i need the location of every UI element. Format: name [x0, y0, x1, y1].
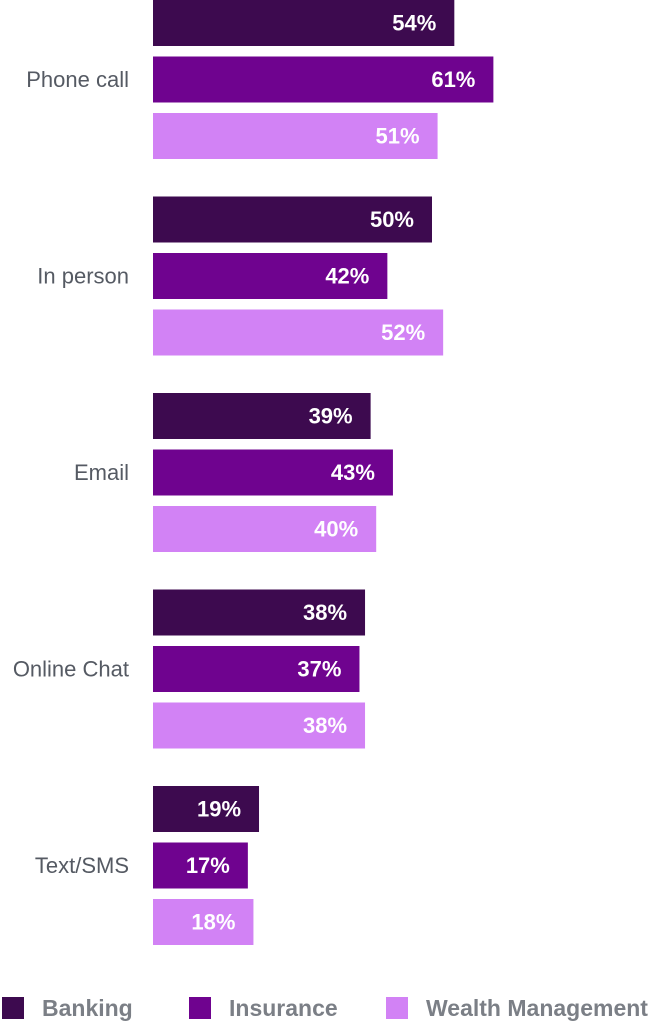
- category-label-phone-call: Phone call: [26, 67, 129, 92]
- legend-swatch-insurance: [189, 997, 211, 1019]
- bar-wealth-management-email: [153, 506, 377, 552]
- category-label-email: Email: [74, 460, 129, 485]
- data-label-banking-text-sms: 19%: [197, 797, 241, 822]
- bar-insurance-text-sms: [153, 842, 248, 889]
- bar-insurance-in-person: [153, 253, 388, 299]
- bar-insurance-phone-call: [153, 56, 494, 103]
- bar-insurance-email: [153, 449, 393, 496]
- data-label-insurance-online-chat: 37%: [297, 657, 341, 682]
- data-label-wealth-management-in-person: 52%: [381, 320, 425, 345]
- legend-label-insurance: Insurance: [229, 994, 338, 1021]
- bar-chart: Phone call 54% 61% 51% In person 50% 42% 52% Ema…: [13, 0, 494, 945]
- category-label-online-chat: Online Chat: [13, 657, 129, 682]
- legend-item-banking: Banking: [2, 992, 133, 1024]
- legend-label-wealth-management: Wealth Management: [426, 994, 648, 1021]
- bar-insurance-online-chat: [153, 646, 360, 692]
- data-label-insurance-email: 43%: [331, 460, 375, 485]
- legend-label-banking: Banking: [42, 994, 133, 1021]
- data-label-wealth-management-text-sms: 18%: [191, 910, 235, 935]
- data-label-wealth-management-email: 40%: [314, 517, 358, 542]
- bar-wealth-management-text-sms: [153, 899, 254, 945]
- data-label-banking-in-person: 50%: [370, 207, 414, 232]
- bar-banking-email: [153, 393, 371, 439]
- bar-wealth-management-online-chat: [153, 702, 366, 749]
- data-label-banking-online-chat: 38%: [303, 600, 347, 625]
- bar-banking-in-person: [153, 196, 432, 243]
- data-label-wealth-management-online-chat: 38%: [303, 713, 347, 738]
- data-label-banking-phone-call: 54%: [392, 11, 436, 36]
- category-label-in-person: In person: [37, 264, 129, 289]
- bar-banking-online-chat: [153, 589, 366, 636]
- legend-item-insurance: Insurance: [189, 992, 338, 1024]
- bar-banking-phone-call: [153, 0, 455, 46]
- data-label-wealth-management-phone-call: 51%: [376, 124, 420, 149]
- category-label-text-sms: Text/SMS: [35, 853, 129, 878]
- data-label-insurance-in-person: 42%: [325, 264, 369, 289]
- legend-swatch-banking: [2, 997, 24, 1019]
- data-label-insurance-phone-call: 61%: [431, 67, 475, 92]
- data-label-insurance-text-sms: 17%: [186, 853, 230, 878]
- bar-wealth-management-phone-call: [153, 113, 438, 159]
- data-label-banking-email: 39%: [309, 404, 353, 429]
- bar-wealth-management-in-person: [153, 309, 444, 356]
- legend: Banking Insurance Wealth Management: [0, 992, 666, 1024]
- bar-banking-text-sms: [153, 786, 260, 832]
- legend-swatch-wealth-management: [386, 997, 408, 1019]
- legend-item-wealth-management: Wealth Management: [386, 992, 648, 1024]
